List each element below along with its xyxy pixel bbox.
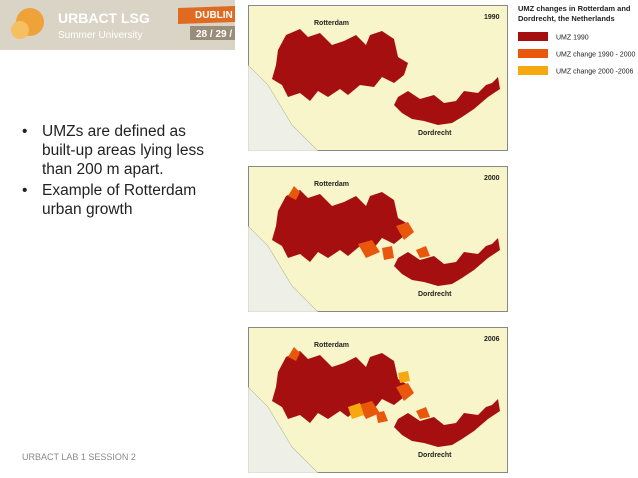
- city: DUBLIN: [195, 10, 233, 21]
- logo-mark: [11, 21, 29, 39]
- banner-art: URBACT LSG Summer University DUBLIN 28 /…: [11, 6, 235, 41]
- city-label: Dordrecht: [418, 291, 452, 298]
- urban-growth: [358, 240, 380, 258]
- dates: 28 / 29 /: [196, 29, 232, 40]
- city-label: Dordrecht: [418, 130, 452, 137]
- urban-area: [272, 29, 408, 101]
- legend-title: UMZ changes in Rotterdam and: [518, 4, 631, 13]
- legend-label: UMZ change 2000 -2006: [556, 69, 634, 76]
- city-label: Rotterdam: [314, 20, 349, 27]
- legend-swatch: [518, 66, 548, 75]
- map: 2000 Rotterdam Dordrecht: [248, 166, 508, 312]
- footer: URBACT LAB 1 SESSION 2: [22, 452, 136, 462]
- legend-label: UMZ change 1990 - 2000: [556, 52, 635, 59]
- map: 2006 Rotterdam Dordrecht: [248, 327, 508, 473]
- city-flag: [178, 6, 235, 24]
- sea: [248, 386, 319, 473]
- urban-area: [394, 399, 500, 447]
- urban-growth: [382, 246, 394, 260]
- map-year: 2006: [484, 336, 500, 343]
- urban-growth: [288, 347, 300, 361]
- legend-swatch: [518, 49, 548, 58]
- legend-swatch: [518, 32, 548, 41]
- legend-title: Dordrecht, the Netherlands: [518, 14, 615, 23]
- urban-growth: [288, 186, 300, 200]
- urban-area: [394, 238, 500, 286]
- bullet-list: UMZs are defined as built-up areas lying…: [22, 122, 222, 221]
- urban-growth: [376, 411, 388, 423]
- dates-box: [190, 26, 235, 40]
- city-label: Rotterdam: [314, 181, 349, 188]
- bullet: UMZs are defined as built-up areas lying…: [22, 122, 222, 179]
- sea: [248, 64, 319, 151]
- bullet: Example of Rotterdam urban growth: [22, 181, 222, 219]
- urban-growth: [396, 383, 414, 401]
- banner: URBACT LSG Summer University DUBLIN 28 /…: [0, 0, 235, 50]
- map-year: 2000: [484, 175, 500, 182]
- urban-growth: [416, 407, 430, 419]
- urban-growth: [348, 403, 364, 419]
- urban-growth: [416, 246, 430, 258]
- city-label: Rotterdam: [314, 342, 349, 349]
- legend: UMZ changes in Rotterdam and Dordrecht, …: [518, 4, 635, 76]
- urban-area: [394, 77, 500, 125]
- city-label: Dordrecht: [418, 452, 452, 459]
- logo-subtitle: Summer University: [58, 30, 142, 41]
- legend-label: UMZ 1990: [556, 35, 589, 42]
- sea: [248, 225, 319, 312]
- logo-text: URBACT LSG: [58, 10, 150, 26]
- urban-growth: [398, 371, 410, 383]
- map-year: 1990: [484, 14, 500, 21]
- urban-growth: [396, 222, 414, 240]
- map: 1990 Rotterdam Dordrecht: [248, 5, 508, 151]
